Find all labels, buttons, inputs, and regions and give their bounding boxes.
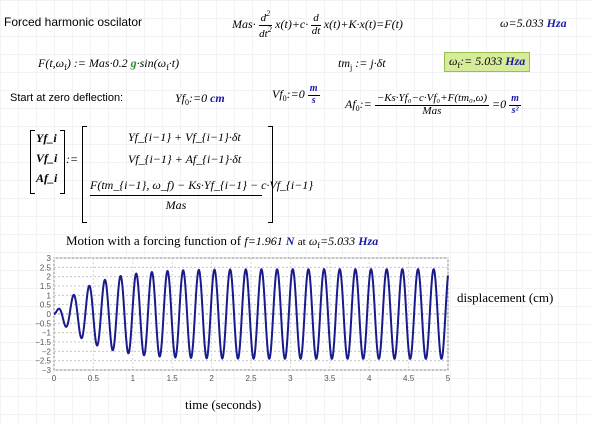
yf0-definition: Yf0:=0 cm [175, 91, 225, 107]
af0-numerator: −Ks·Yf₀−c·Vf₀+F(tm₀,ω) [374, 92, 490, 106]
y-tick-label: 1 [47, 291, 52, 300]
x-tick-label: 0 [52, 374, 57, 383]
displacement-series-line [53, 267, 449, 361]
x-tick-label: 4.5 [403, 374, 415, 383]
assign-operator: := [66, 152, 79, 166]
y-tick-label: −2.5 [35, 357, 51, 366]
y-tick-label: 0 [47, 310, 52, 319]
rhs-left-bracket [82, 126, 87, 223]
y-tick-label: −3 [42, 366, 52, 375]
tm-definition: tmj := j·δt [338, 56, 386, 72]
rhs-row-acceleration: F(tm_{i−1}, ω_f) − Ks·Yf_{i−1} − c·Vf_{i… [90, 178, 314, 212]
plot-title: Motion with a forcing function of f=1.96… [66, 233, 379, 250]
vf0-definition: Vf0:=0 m s [272, 83, 320, 106]
y-tick-label: 0.5 [40, 301, 52, 310]
y-tick-label: 2.5 [40, 263, 52, 272]
omega-f-highlighted-definition[interactable]: ωf:= 5.033 Hza [444, 52, 531, 72]
x-tick-label: 3.5 [324, 374, 336, 383]
y-tick-label: 3 [47, 254, 52, 263]
lhs-yf: Yf_i [36, 131, 57, 145]
y-tick-label: −0.5 [35, 319, 51, 328]
lhs-left-bracket [30, 130, 35, 194]
x-axis-label: time (seconds) [185, 397, 262, 412]
rhs-row-velocity: Vf_{i−1} + Af_{i−1}·δt [128, 152, 242, 166]
x-tick-label: 3 [288, 374, 293, 383]
x-tick-label: 4 [367, 374, 372, 383]
gravity-constant: g [130, 56, 137, 70]
y-tick-label: −1 [42, 329, 52, 338]
x-tick-label: 0.5 [88, 374, 100, 383]
y-tick-label: 1.5 [40, 282, 52, 291]
worksheet-title: Forced harmonic oscilator [4, 15, 143, 29]
omega-definition: ω=5.033 Hza [500, 16, 567, 30]
rhs-right-bracket [268, 126, 273, 223]
y-tick-label: −1.5 [35, 338, 51, 347]
af0-denominator: Mas [422, 104, 442, 117]
x-tick-label: 2.5 [245, 374, 257, 383]
lhs-vf: Vf_i [36, 151, 58, 165]
x-tick-label: 1 [131, 374, 136, 383]
y-tick-label: 2 [47, 273, 52, 282]
mass-symbol: Mas [232, 16, 253, 31]
x-tick-label: 1.5 [167, 374, 179, 383]
initial-conditions-label: Start at zero deflection: [10, 92, 124, 104]
force-function-definition: F(t,ωf) := Mas·0.2 g·sin(ωf·t) [38, 56, 180, 72]
rhs-row-position: Yf_{i−1} + Vf_{i−1}·δt [128, 130, 241, 144]
diff-equation: Mas· d2 dt2 x(t)+c· d dt x(t)+K·x(t)=F(t… [232, 9, 403, 40]
x-tick-label: 2 [209, 374, 214, 383]
y-tick-label: −2 [42, 347, 52, 356]
x-tick-label: 5 [446, 374, 451, 383]
y-axis-label: displacement (cm) [457, 290, 554, 305]
af0-definition: Af0:= −Ks·Yf₀−c·Vf₀+F(tm₀,ω) Mas =0 m s² [345, 92, 521, 117]
lhs-right-bracket [60, 130, 65, 194]
lhs-af: Af_i [36, 171, 58, 185]
x-tick-labels: 0 0.5 1 1.5 2 2.5 3 3.5 4 4.5 5 [52, 374, 451, 383]
y-tick-labels: 32.521.510.50−0.5−1−1.5−2−2.5−3 [35, 254, 51, 375]
